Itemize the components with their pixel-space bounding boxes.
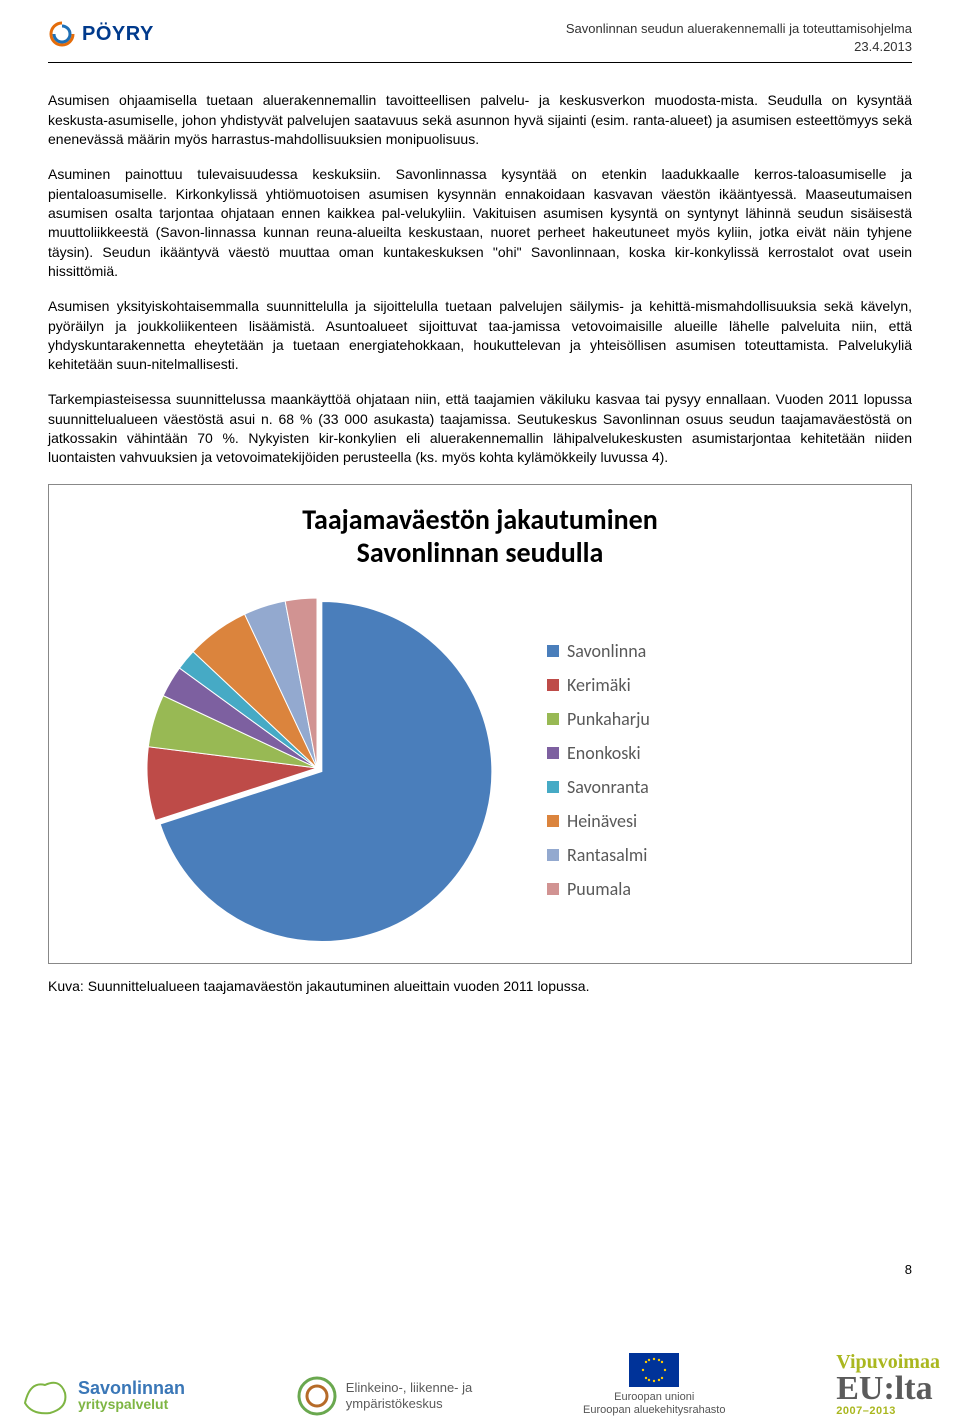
legend-item: Punkaharju [547,708,650,730]
legend-item: Savonranta [547,776,650,798]
footer-sln2: yrityspalvelut [78,1397,185,1411]
chart-title-line1: Taajamaväestön jakautuminen [302,502,657,537]
chart-legend: Savonlinna Kerimäki Punkaharju Enonkoski Sav… [547,640,650,900]
legend-label: Heinävesi [567,810,637,832]
legend-swatch [547,713,559,725]
footer-ely: Elinkeino-, liikenne- ja ympäristökeskus [296,1375,472,1417]
document-page: PÖYRY Savonlinnan seudun aluerakennemall… [0,0,960,1427]
legend-swatch [547,781,559,793]
logo-text: PÖYRY [82,23,154,46]
legend-label: Savonlinna [567,640,646,662]
logo-swirl-icon [48,20,76,48]
body-text: Asumisen ohjaamisella tuetaan aluerakenn… [48,91,912,467]
footer-eu1: Euroopan unioni [583,1391,725,1404]
footer-eu: Euroopan unioni Euroopan aluekehitysraha… [583,1353,725,1417]
legend-label: Savonranta [567,776,649,798]
legend-item: Kerimäki [547,674,650,696]
eu-flag-icon [629,1353,679,1387]
paragraph: Tarkempiasteisessa suunnittelussa maankä… [48,390,912,467]
legend-swatch [547,815,559,827]
legend-swatch [547,747,559,759]
footer-savonlinna: Savonlinnan yrityspalvelut [20,1373,185,1417]
header-rule [48,62,912,63]
chart-area: Savonlinna Kerimäki Punkaharju Enonkoski Sav… [67,588,893,953]
legend-label: Kerimäki [567,674,631,696]
chart-title: Taajamaväestön jakautuminen Savonlinnan … [67,503,893,570]
pie-wrap [127,588,507,953]
pie-chart-icon [127,588,507,948]
legend-label: Enonkoski [567,742,641,764]
legend-item: Savonlinna [547,640,650,662]
legend-label: Puumala [567,878,631,900]
footer-ely2: ympäristökeskus [346,1396,443,1411]
legend-item: Puumala [547,878,650,900]
header-meta: Savonlinnan seudun aluerakennemalli ja t… [566,20,912,56]
legend-swatch [547,679,559,691]
company-logo: PÖYRY [48,20,154,48]
legend-swatch [547,883,559,895]
doc-date: 23.4.2013 [566,38,912,56]
paragraph: Asumisen ohjaamisella tuetaan aluerakenn… [48,91,912,149]
paragraph: Asuminen painottuu tulevaisuudessa kesku… [48,165,912,281]
paragraph: Asumisen yksityiskohtaisemmalla suunnitt… [48,297,912,374]
page-number: 8 [905,1262,912,1277]
footer-sln1: Savonlinnan [78,1378,185,1398]
legend-label: Punkaharju [567,708,650,730]
legend-item: Rantasalmi [547,844,650,866]
legend-item: Enonkoski [547,742,650,764]
page-header: PÖYRY Savonlinnan seudun aluerakennemall… [48,20,912,56]
savonlinna-map-icon [20,1373,70,1417]
pie-chart-container: Taajamaväestön jakautuminen Savonlinnan … [48,484,912,964]
doc-title: Savonlinnan seudun aluerakennemalli ja t… [566,20,912,38]
footer-vipuvoimaa: Vipuvoimaa EU:lta 2007–2013 [836,1351,940,1417]
footer-vipu2: EU:lta [836,1374,940,1405]
page-footer: Savonlinnan yrityspalvelut Elinkeino-, l… [0,1351,960,1417]
ely-logo-icon [296,1375,338,1417]
legend-swatch [547,645,559,657]
legend-label: Rantasalmi [567,844,647,866]
legend-swatch [547,849,559,861]
footer-ely1: Elinkeino-, liikenne- ja [346,1380,472,1395]
legend-item: Heinävesi [547,810,650,832]
chart-title-line2: Savonlinnan seudulla [357,535,604,570]
chart-caption: Kuva: Suunnittelualueen taajamaväestön j… [48,978,912,994]
footer-eu2: Euroopan aluekehitysrahasto [583,1404,725,1417]
